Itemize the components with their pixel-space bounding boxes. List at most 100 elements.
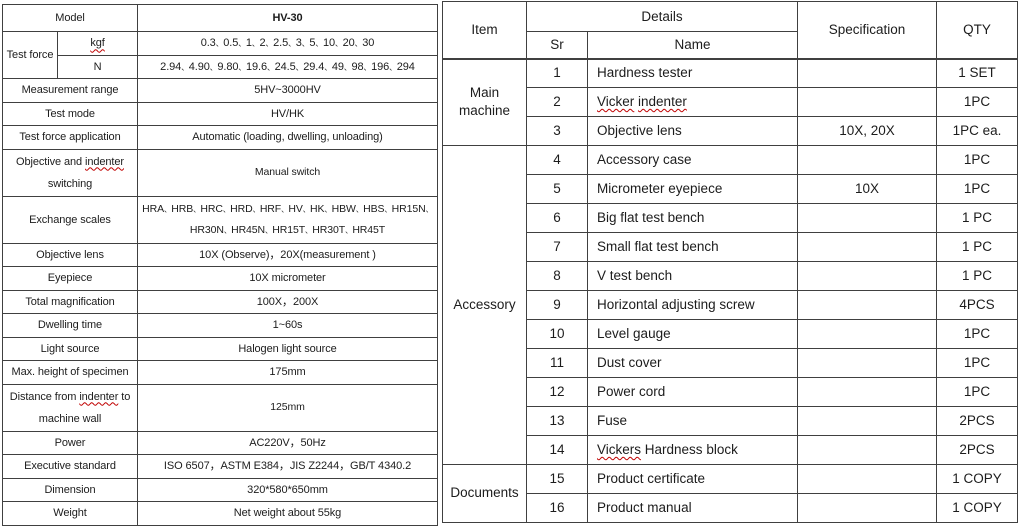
packing-name-cell: V test bench bbox=[586, 261, 799, 291]
cjk-separator: 、 bbox=[343, 62, 352, 72]
spec-value-cell: AC220V，50Hz bbox=[137, 430, 438, 455]
packing-spec-cell: 10X bbox=[797, 174, 938, 204]
packing-spec-cell bbox=[797, 58, 938, 88]
spec-value-cell: Net weight about 55kg bbox=[137, 501, 438, 526]
packing-name-cell: Product certificate bbox=[586, 464, 799, 494]
packing-sr-cell: 10 bbox=[526, 319, 588, 349]
cjk-separator: 、 bbox=[324, 204, 332, 214]
packing-spec-cell bbox=[797, 464, 938, 494]
packing-sr-cell: 16 bbox=[526, 493, 588, 523]
cjk-separator: 、 bbox=[238, 62, 246, 72]
packing-sr-cell: 4 bbox=[526, 145, 588, 175]
packing-row: 3 Objective lens 10X, 20X 1PC ea. bbox=[443, 116, 1019, 146]
packing-header-item: Item bbox=[442, 1, 527, 60]
spec-row: Total magnification 100X，200X bbox=[2, 289, 438, 314]
spec-label-cell: Test force application bbox=[2, 125, 138, 150]
packing-spec-cell bbox=[797, 435, 938, 465]
packing-row: Main machine 1 Hardness tester 1 SET bbox=[442, 58, 1019, 146]
packing-sr-cell: 2 bbox=[526, 87, 588, 117]
packing-row: 11 Dust cover 1PC bbox=[443, 348, 1019, 378]
packing-qty-cell: 1PC bbox=[936, 377, 1019, 407]
cjk-separator: 、 bbox=[354, 39, 363, 49]
spec-row: Power AC220V，50Hz bbox=[2, 430, 438, 455]
cjk-separator: 、 bbox=[315, 39, 323, 49]
cjk-separator: 、 bbox=[363, 62, 372, 72]
packing-name-cell: Micrometer eyepiece bbox=[586, 174, 799, 204]
cjk-separator: 、 bbox=[181, 62, 189, 72]
spec-value-cell: Automatic (loading, dwelling, unloading) bbox=[137, 125, 438, 150]
packing-spec-cell bbox=[797, 87, 938, 117]
spec-value-cell: 1~60s bbox=[137, 313, 438, 338]
cjk-separator: 、 bbox=[288, 39, 296, 49]
packing-qty-cell: 1 PC bbox=[936, 203, 1019, 233]
spec-row-model: Model HV-30 bbox=[2, 4, 438, 32]
packing-qty-cell: 1 PC bbox=[936, 232, 1019, 262]
packing-sr-cell: 11 bbox=[526, 348, 588, 378]
packing-row: 10 Level gauge 1PC bbox=[443, 319, 1019, 349]
packing-row: Accessory 4 Accessory case 1PC bbox=[442, 145, 1019, 465]
packing-name-cell: Vicker indenter bbox=[586, 87, 799, 117]
cjk-separator: 、 bbox=[222, 204, 231, 214]
packing-header-sr: Sr bbox=[526, 31, 588, 60]
packing-name-cell: Big flat test bench bbox=[586, 203, 799, 233]
misspelled-word: indenter bbox=[85, 155, 124, 168]
spec-row: Exchange scales HRA、HRB、HRC、HRD、HRF、HV、HK… bbox=[2, 195, 438, 244]
packing-header-details: Details bbox=[525, 1, 799, 32]
packing-name-cell: Product manual bbox=[586, 493, 799, 523]
packing-qty-cell: 2PCS bbox=[936, 406, 1019, 436]
spec-value-cell: 320*580*650mm bbox=[137, 477, 438, 502]
packing-sr-cell: 1 bbox=[526, 58, 588, 88]
spec-value-cell: ISO 6507，ASTM E384，JIS Z2244，GB/T 4340.2 bbox=[137, 454, 438, 479]
spec-row: Executive standard ISO 6507，ASTM E384，JIS… bbox=[2, 454, 438, 479]
spec-label-cell: Objective and indenter switching bbox=[2, 148, 138, 197]
cjk-separator: 、 bbox=[384, 204, 392, 214]
spec-row: Eyepiece 10X micrometer bbox=[2, 266, 438, 291]
cjk-separator: 、 bbox=[295, 62, 304, 72]
cjk-separator: 、 bbox=[252, 204, 260, 214]
cjk-separator: 、 bbox=[302, 204, 310, 214]
packing-qty-cell: 1PC ea. bbox=[936, 116, 1019, 146]
packing-header-qty: QTY bbox=[936, 1, 1019, 60]
packing-name-cell: Level gauge bbox=[586, 319, 799, 349]
spec-row: Light source Halogen light source bbox=[2, 336, 438, 361]
packing-name-cell: Power cord bbox=[586, 377, 799, 407]
packing-name-cell: Objective lens bbox=[586, 116, 799, 146]
spec-label-cell: Light source bbox=[2, 336, 138, 361]
spec-value-n: 2.94、4.90、9.80、19.6、24.5、29.4、49、98、196、… bbox=[137, 54, 438, 79]
packing-sr-cell: 6 bbox=[526, 203, 588, 233]
spec-label-cell: Objective lens bbox=[2, 242, 138, 267]
cjk-separator: 、 bbox=[251, 39, 260, 49]
packing-header-name: Name bbox=[586, 31, 799, 60]
spec-label-cell: Weight bbox=[2, 501, 138, 526]
packing-header-row-top: Item Details Specification QTY bbox=[442, 1, 1019, 60]
spec-row-kgf: Test force kgf 0.3、0.5、1、2、2.5、3、5、10、20… bbox=[2, 31, 438, 79]
cjk-separator: 、 bbox=[267, 62, 275, 72]
spec-label-cell: Total magnification bbox=[2, 289, 138, 314]
packing-spec-cell bbox=[797, 319, 938, 349]
spec-label-cell: Exchange scales bbox=[2, 195, 138, 244]
spec-label-cell: Dimension bbox=[2, 477, 138, 502]
spec-label-n: N bbox=[57, 54, 138, 79]
packing-spec-cell bbox=[797, 348, 938, 378]
cjk-separator: 、 bbox=[355, 204, 364, 214]
packing-row: 16 Product manual 1 COPY bbox=[443, 493, 1019, 523]
misspelled-word: indenter bbox=[638, 93, 687, 109]
spec-value-cell: 5HV~3000HV bbox=[137, 78, 438, 103]
packing-spec-cell bbox=[797, 377, 938, 407]
spec-row-n: N 2.94、4.90、9.80、19.6、24.5、29.4、49、98、19… bbox=[3, 54, 438, 79]
cjk-separator: 、 bbox=[324, 62, 332, 72]
packing-qty-cell: 1 COPY bbox=[936, 464, 1019, 494]
spec-value-cell: HV/HK bbox=[137, 101, 438, 126]
spec-row: Dwelling time 1~60s bbox=[2, 313, 438, 338]
packing-row: Documents 15 Product certificate 1 COPY bbox=[442, 464, 1019, 523]
packing-sr-cell: 9 bbox=[526, 290, 588, 320]
packing-spec-cell bbox=[797, 145, 938, 175]
cjk-separator: 、 bbox=[301, 39, 310, 49]
packing-name-cell: Small flat test bench bbox=[586, 232, 799, 262]
packing-row: 14 Vickers Hardness block 2PCS bbox=[443, 435, 1019, 465]
packing-row: 5 Micrometer eyepiece 10X 1PC bbox=[443, 174, 1019, 204]
packing-spec-cell bbox=[797, 261, 938, 291]
cjk-separator: 、 bbox=[164, 204, 172, 214]
